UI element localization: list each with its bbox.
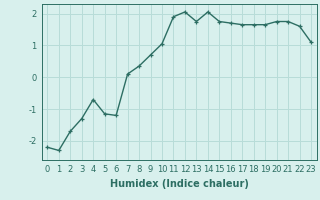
X-axis label: Humidex (Indice chaleur): Humidex (Indice chaleur)	[110, 179, 249, 189]
